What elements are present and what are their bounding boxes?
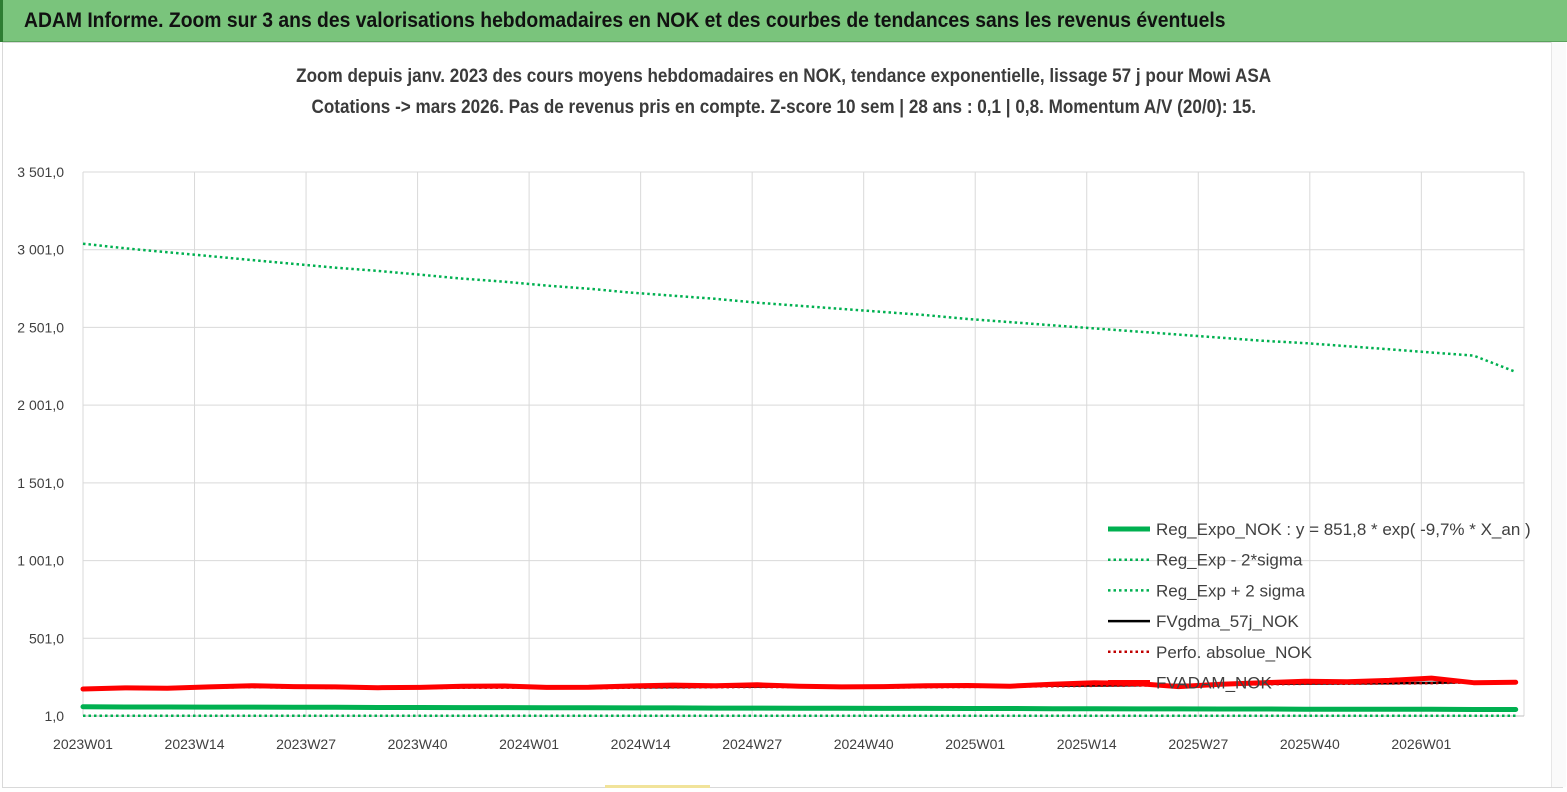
x-tick-label: 2023W40 [388, 736, 448, 752]
x-tick-label: 2024W14 [611, 736, 671, 752]
y-tick-label: 1 001,0 [17, 553, 64, 569]
x-tick-label: 2026W01 [1391, 736, 1451, 752]
x-axis-ticks: 2023W01 2023W14 2023W27 2023W40 2024W01 2024W… [53, 736, 1451, 752]
x-tick-label: 2025W14 [1057, 736, 1117, 752]
legend-label: FVADAM_NOK [1156, 674, 1273, 693]
banner-accent [0, 0, 3, 42]
chart-title-line-2: Cotations -> mars 2026. Pas de revenus p… [311, 97, 1256, 118]
y-tick-label: 2 501,0 [17, 319, 64, 335]
legend-label: Reg_Exp - 2*sigma [1156, 551, 1303, 570]
x-tick-label: 2023W14 [165, 736, 225, 752]
y-tick-label: 1 501,0 [17, 475, 64, 491]
chart-right-edge [1551, 42, 1566, 787]
series-line-5 [80, 675, 1519, 692]
x-tick-label: 2024W27 [722, 736, 782, 752]
series-line-0 [80, 704, 1519, 712]
grid-lines [82, 171, 1525, 717]
y-tick-label: 1,0 [45, 708, 65, 724]
x-tick-label: 2025W01 [945, 736, 1005, 752]
x-tick-label: 2024W40 [834, 736, 894, 752]
series-line-2 [82, 242, 1517, 374]
y-tick-label: 501,0 [29, 630, 64, 646]
legend-label: Reg_Exp + 2 sigma [1156, 581, 1305, 600]
y-axis-ticks: 1,0 501,0 1 001,0 1 501,0 2 001,0 2 501,0 3 00… [17, 164, 64, 724]
x-tick-label: 2023W01 [53, 736, 113, 752]
chart-title-line-1: Zoom depuis janv. 2023 des cours moyens … [296, 66, 1271, 87]
y-tick-label: 3 501,0 [17, 164, 64, 180]
x-tick-label: 2025W40 [1280, 736, 1340, 752]
series-lines [80, 242, 1519, 718]
y-tick-label: 2 001,0 [17, 397, 64, 413]
x-tick-label: 2024W01 [499, 736, 559, 752]
report-banner: ADAM Informe. Zoom sur 3 ans des valoris… [0, 0, 1567, 42]
report-title: ADAM Informe. Zoom sur 3 ans des valoris… [24, 9, 1226, 32]
legend-label: FVgdma_57j_NOK [1156, 612, 1299, 631]
legend-label: Reg_Expo_NOK : y = 851,8 * exp( -9,7% * … [1156, 520, 1531, 539]
legend: Reg_Expo_NOK : y = 851,8 * exp( -9,7% * … [1108, 520, 1531, 693]
y-tick-label: 3 001,0 [17, 242, 64, 258]
bottom-scroll-mark [605, 785, 710, 788]
x-tick-label: 2023W27 [276, 736, 336, 752]
legend-label: Perfo. absolue_NOK [1156, 643, 1313, 662]
x-tick-label: 2025W27 [1168, 736, 1228, 752]
